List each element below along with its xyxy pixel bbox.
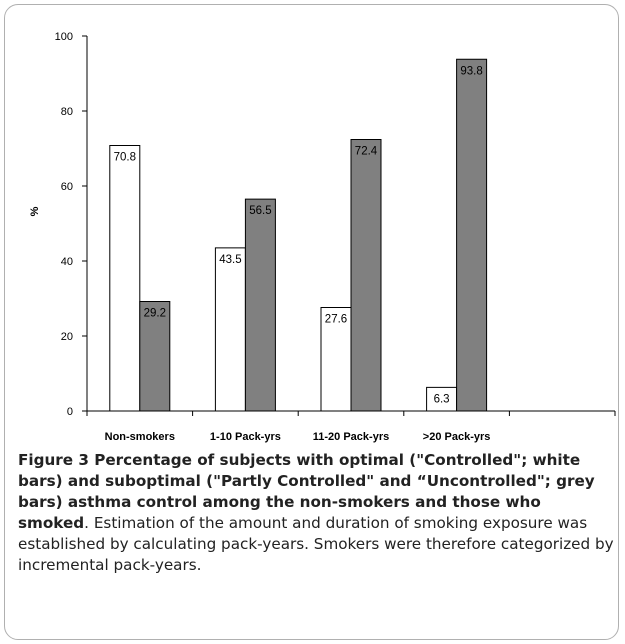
y-axis: 0 20 40 60 80 100 bbox=[55, 31, 88, 418]
bar-value-label: 6.3 bbox=[434, 393, 450, 405]
caption-body: . Estimation of the amount and duration … bbox=[18, 514, 614, 574]
x-category-label: >20 Pack-yrs bbox=[423, 431, 491, 443]
bar-uncontrolled bbox=[139, 301, 171, 412]
bar-value-label: 72.4 bbox=[355, 146, 378, 158]
x-axis: Non-smokers 1-10 Pack-yrs 11-20 Pack-yrs >2… bbox=[86, 410, 616, 443]
bar-value-label: 43.5 bbox=[219, 254, 241, 266]
x-category-label: 1-10 Pack-yrs bbox=[210, 431, 281, 443]
bar-chart: 0 20 40 60 80 100 Non-smokers 1-10 Pack-yrs 11-… bbox=[29, 31, 616, 443]
caption-title: Figure 3 Percentage of subjects with opt… bbox=[18, 451, 595, 532]
bar-value-label: 56.5 bbox=[249, 205, 271, 217]
y-tick-label: 20 bbox=[61, 331, 73, 343]
y-tick-label: 40 bbox=[61, 256, 73, 268]
bar-value-label: 93.8 bbox=[460, 65, 482, 77]
x-category-label: 11-20 Pack-yrs bbox=[313, 431, 389, 443]
value-labels: 70.8 29.2 43.5 56.5 27.6 72.4 6.3 93.8 bbox=[114, 65, 483, 405]
x-category-label: Non-smokers bbox=[105, 431, 175, 443]
bar-uncontrolled bbox=[244, 198, 276, 412]
y-tick-label: 60 bbox=[61, 181, 73, 193]
bar-value-label: 70.8 bbox=[114, 152, 136, 164]
bar-uncontrolled bbox=[456, 58, 488, 412]
bar-uncontrolled bbox=[350, 139, 382, 412]
bars bbox=[109, 58, 488, 412]
bar-controlled bbox=[109, 145, 141, 412]
figure-caption: Figure 3 Percentage of subjects with opt… bbox=[18, 450, 614, 576]
y-axis-label: % bbox=[29, 206, 41, 216]
bar-value-label: 29.2 bbox=[144, 308, 166, 320]
bar-controlled bbox=[214, 247, 246, 412]
y-tick-label: 80 bbox=[61, 106, 73, 118]
bar-value-label: 27.6 bbox=[325, 314, 347, 326]
y-tick-label: 100 bbox=[55, 31, 73, 43]
y-tick-label: 0 bbox=[67, 406, 73, 418]
figure-frame bbox=[4, 4, 619, 640]
